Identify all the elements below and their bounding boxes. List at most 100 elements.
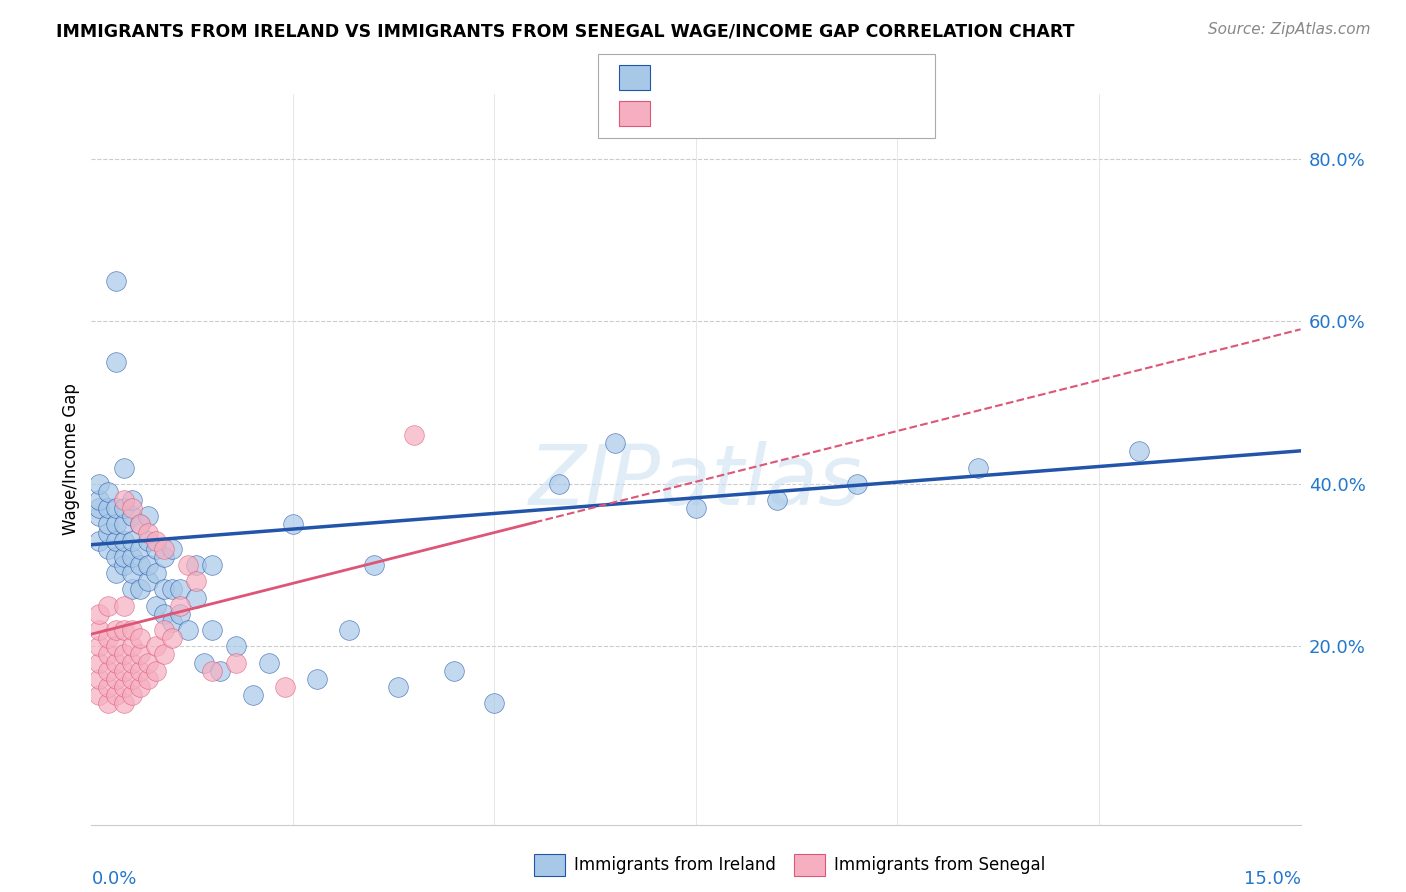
Point	[548, 476, 571, 491]
Point	[104, 672, 127, 686]
Point	[128, 664, 150, 678]
Point	[112, 533, 135, 548]
Point	[121, 501, 143, 516]
Point	[193, 656, 215, 670]
Point	[112, 599, 135, 613]
Point	[96, 484, 118, 499]
Point	[121, 509, 143, 524]
Point	[186, 591, 208, 605]
Point	[153, 648, 176, 662]
Point	[89, 640, 111, 654]
Point	[104, 656, 127, 670]
Point	[112, 493, 135, 508]
Point	[145, 541, 167, 556]
Point	[121, 549, 143, 564]
Point	[128, 517, 150, 532]
Point	[121, 493, 143, 508]
Point	[169, 607, 191, 621]
Point	[128, 648, 150, 662]
Point	[121, 566, 143, 581]
Point	[153, 549, 176, 564]
Point	[605, 436, 627, 450]
Point	[96, 680, 118, 694]
Text: 0.130: 0.130	[685, 69, 741, 87]
Point	[121, 640, 143, 654]
Point	[121, 623, 143, 637]
Text: R =: R =	[658, 69, 697, 87]
Point	[104, 688, 127, 702]
Point	[145, 640, 167, 654]
Point	[136, 558, 159, 572]
Point	[257, 656, 280, 670]
Point	[281, 517, 304, 532]
Text: 0.0%: 0.0%	[91, 870, 136, 888]
Y-axis label: Wage/Income Gap: Wage/Income Gap	[62, 384, 80, 535]
Point	[846, 476, 869, 491]
Point	[112, 623, 135, 637]
Point	[153, 541, 176, 556]
Point	[89, 493, 111, 508]
Point	[186, 558, 208, 572]
Point	[160, 541, 183, 556]
Point	[337, 623, 360, 637]
Point	[104, 549, 127, 564]
Point	[242, 688, 264, 702]
Point	[96, 541, 118, 556]
Point	[89, 501, 111, 516]
Point	[96, 517, 118, 532]
Point	[89, 672, 111, 686]
Text: N =: N =	[731, 104, 789, 122]
Point	[967, 460, 990, 475]
Point	[96, 664, 118, 678]
Point	[89, 688, 111, 702]
Point	[160, 615, 183, 629]
Point	[121, 688, 143, 702]
Point	[201, 664, 224, 678]
Point	[136, 656, 159, 670]
Point	[89, 607, 111, 621]
Text: Source: ZipAtlas.com: Source: ZipAtlas.com	[1208, 22, 1371, 37]
Point	[153, 607, 176, 621]
Point	[307, 672, 329, 686]
Point	[104, 533, 127, 548]
Point	[104, 274, 127, 288]
Point	[177, 623, 200, 637]
Point	[112, 460, 135, 475]
Point	[96, 696, 118, 710]
Point	[169, 582, 191, 597]
Text: 52: 52	[779, 104, 804, 122]
Point	[225, 656, 247, 670]
Point	[128, 558, 150, 572]
Point	[89, 656, 111, 670]
Point	[160, 631, 183, 645]
Point	[136, 533, 159, 548]
Point	[160, 582, 183, 597]
Text: ZIPatlas: ZIPatlas	[529, 441, 863, 522]
Point	[121, 656, 143, 670]
Point	[145, 566, 167, 581]
Point	[96, 525, 118, 540]
Point	[128, 517, 150, 532]
Point	[112, 517, 135, 532]
Point	[96, 501, 118, 516]
Point	[209, 664, 232, 678]
Point	[136, 574, 159, 589]
Point	[136, 509, 159, 524]
Text: 72: 72	[779, 69, 804, 87]
Point	[765, 493, 787, 508]
Point	[128, 680, 150, 694]
Text: R =: R =	[658, 104, 697, 122]
Point	[201, 623, 224, 637]
Point	[1128, 444, 1150, 458]
Text: Immigrants from Senegal: Immigrants from Senegal	[834, 856, 1045, 874]
Text: IMMIGRANTS FROM IRELAND VS IMMIGRANTS FROM SENEGAL WAGE/INCOME GAP CORRELATION C: IMMIGRANTS FROM IRELAND VS IMMIGRANTS FR…	[56, 22, 1074, 40]
Point	[136, 525, 159, 540]
Point	[112, 648, 135, 662]
Point	[104, 501, 127, 516]
Point	[104, 566, 127, 581]
Point	[443, 664, 465, 678]
Point	[112, 558, 135, 572]
Point	[96, 599, 118, 613]
Point	[104, 640, 127, 654]
Point	[145, 599, 167, 613]
